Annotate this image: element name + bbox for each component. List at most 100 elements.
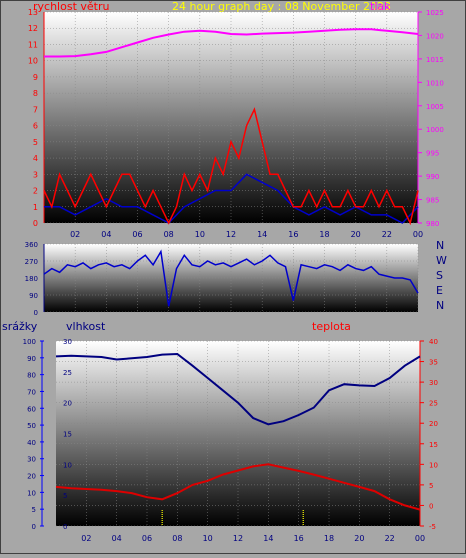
humidity-tick-label: 0 <box>63 523 67 531</box>
humidity-tick-label: 15 <box>63 431 72 439</box>
hour-tick-label: 10 <box>195 230 205 239</box>
hour-tick-label: 08 <box>164 230 174 239</box>
temperature-tick-label: 10 <box>429 461 438 469</box>
rain-tick-label: 60 <box>27 405 36 413</box>
hour-tick-label: 02 <box>70 230 80 239</box>
humidity-temperature-series <box>55 352 421 526</box>
temperature-line <box>55 463 421 511</box>
pressure-tick-label: 990 <box>426 173 439 181</box>
compass-label: W <box>436 254 447 267</box>
wind-speed-tick-label: 6 <box>33 122 38 131</box>
wind-pressure-grid <box>44 11 419 224</box>
rain-tick-label: 70 <box>27 388 36 396</box>
pressure-tick-label: 1015 <box>426 56 444 64</box>
rain-tick-label: 10 <box>27 489 36 497</box>
wind-speed-tick-label: 7 <box>33 105 38 114</box>
direction-tick-label: 180 <box>25 275 38 283</box>
hour-tick-label: 22 <box>382 230 392 239</box>
hour-tick-label: 14 <box>257 230 267 239</box>
temperature-tick-label: 0 <box>429 502 433 510</box>
hour-tick-label: 18 <box>324 534 334 543</box>
humidity-tick-label: 25 <box>63 369 72 377</box>
rain-label: srážky <box>2 320 38 333</box>
hour-tick-label: 20 <box>354 534 364 543</box>
direction-tick-label: 270 <box>25 258 38 266</box>
hour-tick-label: 02 <box>81 534 91 543</box>
hour-tick-label: 04 <box>101 230 111 239</box>
hour-tick-label: 04 <box>112 534 122 543</box>
wind-speed-tick-label: 8 <box>33 89 38 98</box>
humidity-tick-label: 20 <box>63 400 72 408</box>
wind-direction-series <box>43 249 419 307</box>
direction-tick-label: 360 <box>25 241 38 249</box>
rain-tick-label: 40 <box>27 439 36 447</box>
rain-tick-label: 80 <box>27 372 36 380</box>
pressure-tick-label: 980 <box>426 220 439 228</box>
wind-speed-tick-label: 4 <box>33 154 38 163</box>
rain-tick-label: 100 <box>23 338 36 346</box>
wind-pressure-series <box>43 28 419 226</box>
hour-tick-label: 00 <box>415 534 425 543</box>
hour-tick-label: 22 <box>385 534 395 543</box>
pressure-tick-label: 1025 <box>426 9 444 17</box>
hour-tick-label: 18 <box>319 230 329 239</box>
wind-pressure-axes: 0123456789101112139809859909951000100510… <box>28 8 444 239</box>
hour-tick-label: 08 <box>172 534 182 543</box>
wind-speed-tick-label: 10 <box>28 57 38 66</box>
rain-tick-label: 90 <box>27 355 36 363</box>
hour-tick-label: 10 <box>203 534 213 543</box>
wind-speed-tick-label: 13 <box>28 8 38 17</box>
direction-tick-label: 90 <box>29 292 38 300</box>
wind-speed-tick-label: 0 <box>33 219 38 228</box>
wind-speed-tick-label: 11 <box>28 40 38 49</box>
humidity-line <box>55 352 421 426</box>
rain-tick-label: 30 <box>27 456 36 464</box>
wind-direction-line <box>43 249 419 307</box>
temperature-label: teplota <box>312 320 351 333</box>
compass-label: N <box>436 239 444 252</box>
rain-tick-label: 20 <box>27 473 36 481</box>
rain-tick-label: 0 <box>32 523 36 531</box>
humidity-tick-label: 5 <box>63 492 67 500</box>
pressure-tick-label: 985 <box>426 197 439 205</box>
humidity-tick-label: 10 <box>63 461 72 469</box>
humidity-label: vlhkost <box>66 320 106 333</box>
temperature-tick-label: 5 <box>429 482 433 490</box>
rain-tick-label: 5 <box>32 506 36 514</box>
pressure-tick-label: 1010 <box>426 79 444 87</box>
compass-label: E <box>436 284 443 297</box>
direction-tick-label: 0 <box>34 309 38 317</box>
wind-speed-tick-label: 9 <box>33 73 38 82</box>
temperature-tick-label: 30 <box>429 379 438 387</box>
pressure-tick-label: 995 <box>426 150 439 158</box>
temperature-tick-label: 15 <box>429 441 438 449</box>
humidity-temperature-axes: -5 0 5 10 15 20 25 30 35 40 0 5 10 15 20 25 30 0 5 10 20 30 40… <box>23 338 438 543</box>
compass-label: S <box>436 269 443 282</box>
temperature-tick-label: -5 <box>429 523 436 531</box>
pressure-tick-label: 1005 <box>426 103 444 111</box>
wind-speed-title: rychlost větru <box>33 0 109 13</box>
rain-tick-label: 50 <box>27 422 36 430</box>
wind-speed-line <box>43 107 419 226</box>
pressure-line <box>44 28 419 58</box>
hour-tick-label: 12 <box>226 230 236 239</box>
hour-tick-label: 14 <box>263 534 273 543</box>
pressure-tick-label: 1020 <box>426 32 444 40</box>
hour-tick-label: 16 <box>294 534 304 543</box>
temperature-tick-label: 35 <box>429 359 438 367</box>
hour-tick-label: 20 <box>351 230 361 239</box>
graph-date-title: 24 hour graph day : 08 November 2023 <box>172 0 391 13</box>
wind-speed-tick-label: 2 <box>33 187 38 196</box>
wind-speed-tick-label: 1 <box>33 203 38 212</box>
hour-tick-label: 16 <box>288 230 298 239</box>
compass-label: N <box>436 299 444 312</box>
hour-tick-label: 12 <box>233 534 243 543</box>
temperature-tick-label: 20 <box>429 420 438 428</box>
temperature-tick-label: 25 <box>429 400 438 408</box>
pressure-tick-label: 1000 <box>426 126 444 134</box>
hour-tick-label: 06 <box>142 534 152 543</box>
humidity-temperature-grid <box>56 340 421 527</box>
